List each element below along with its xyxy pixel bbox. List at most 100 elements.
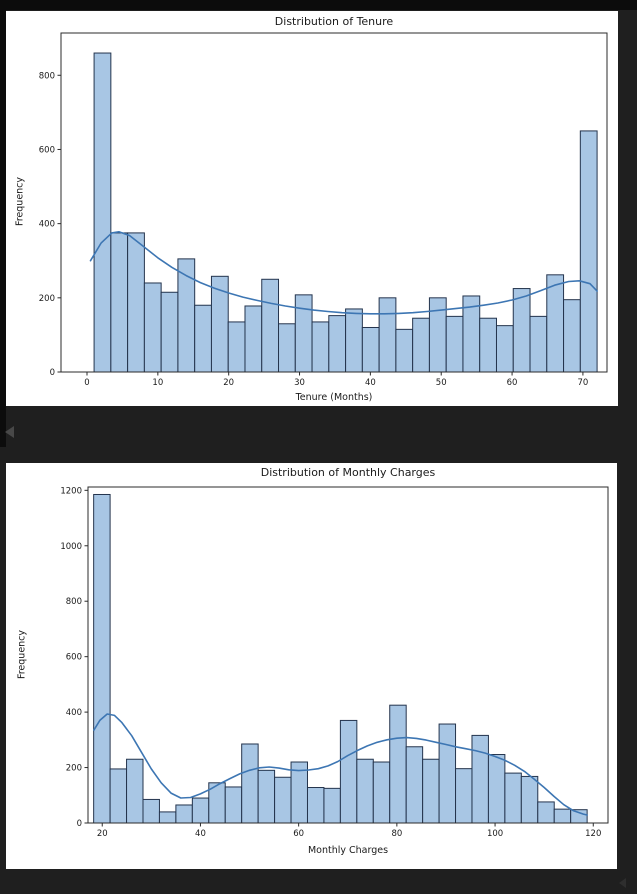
histogram-bar	[378, 297, 397, 373]
histogram-bar	[405, 746, 424, 824]
histogram-bar	[191, 797, 210, 824]
tenure-histogram-plot: 0 10 20 30 40 50 60 70 0 200 400 600 800	[39, 32, 608, 388]
histogram-bar	[570, 809, 588, 824]
y-tick-label: 200	[66, 764, 82, 774]
x-tick-label: 10	[152, 378, 163, 388]
histogram-bar	[395, 328, 414, 373]
histogram-bar	[274, 776, 292, 824]
histogram-bar	[278, 323, 296, 373]
y-tick-label: 200	[39, 294, 55, 304]
histogram-bar	[412, 317, 430, 373]
histogram-bar	[563, 299, 581, 373]
histogram-bar	[546, 274, 565, 373]
histogram-bar	[372, 761, 391, 824]
histogram-bar	[311, 321, 330, 373]
x-tick-label: 30	[294, 378, 305, 388]
histogram-bar	[241, 743, 259, 824]
y-axis-label: Frequency	[16, 629, 28, 680]
histogram-bar	[109, 768, 128, 824]
x-tick-label: 0	[84, 378, 89, 388]
histogram-bar	[93, 52, 112, 373]
histogram-bar	[389, 704, 407, 824]
y-axis-label: Frequency	[14, 176, 26, 227]
histogram-bar	[244, 305, 263, 373]
histogram-bar	[306, 787, 325, 824]
histogram-bar	[93, 493, 111, 824]
histogram-bar	[487, 754, 506, 824]
y-tick-label: 800	[66, 597, 82, 607]
histogram-bar	[512, 288, 531, 373]
top-edge-strip	[0, 0, 637, 10]
x-tick-label: 60	[507, 378, 518, 388]
histogram-bar	[579, 130, 598, 373]
x-tick-label: 70	[577, 378, 588, 388]
histogram-bar	[323, 787, 341, 824]
plot-border	[60, 32, 608, 373]
x-tick-label: 40	[195, 829, 206, 839]
histogram-bar	[529, 315, 548, 373]
x-tick-label: 80	[391, 829, 402, 839]
chart-title: Distribution of Monthly Charges	[260, 466, 436, 479]
histogram-bar	[227, 321, 246, 373]
plot-border	[87, 486, 609, 824]
histogram-bar	[224, 786, 243, 824]
kde-curve	[89, 231, 598, 315]
monthly-charges-histogram-figure: 20 40 60 80 100 120 0 200 400 600 800 1000 1200 Dist…	[6, 463, 617, 869]
y-tick-label: 1200	[60, 486, 82, 496]
histogram-bar	[504, 772, 522, 824]
histogram-bar	[479, 317, 497, 373]
x-tick-label: 120	[585, 829, 601, 839]
output-collapse-arrow-icon[interactable]	[5, 426, 14, 438]
histogram-bar	[328, 315, 347, 373]
y-tick-label: 1000	[60, 542, 82, 552]
histogram-bar	[126, 758, 144, 824]
kde-curve	[93, 713, 588, 816]
chart-title: Distribution of Tenure	[274, 15, 394, 28]
histogram-bar	[422, 758, 440, 824]
x-tick-label: 20	[223, 378, 234, 388]
x-tick-label: 40	[365, 378, 376, 388]
histogram-bar	[455, 768, 473, 824]
x-tick-label: 60	[293, 829, 304, 839]
tenure-histogram-figure: 0 10 20 30 40 50 60 70 0 200 400 600 800 Distributio…	[6, 11, 618, 406]
histogram-bar	[445, 315, 464, 373]
histogram-bar	[471, 734, 489, 824]
x-axis-label: Monthly Charges	[307, 845, 389, 856]
histogram-bar	[175, 804, 193, 824]
histogram-bar	[438, 723, 457, 824]
y-tick-label: 600	[39, 145, 55, 155]
y-tick-label: 800	[39, 71, 55, 81]
x-tick-label: 100	[487, 829, 503, 839]
histogram-bar	[428, 297, 447, 373]
histogram-bar	[339, 719, 358, 824]
histogram-bar	[356, 758, 374, 824]
histogram-bar	[553, 808, 572, 824]
histogram-bar	[520, 775, 539, 824]
x-tick-label: 50	[436, 378, 447, 388]
histogram-bar	[537, 801, 555, 824]
y-tick-label: 0	[77, 819, 82, 829]
histogram-bar	[143, 282, 162, 373]
y-tick-label: 0	[50, 368, 55, 378]
histogram-bar	[194, 304, 212, 373]
histogram-bar	[261, 278, 280, 373]
histogram-bar	[142, 798, 160, 824]
y-tick-label: 400	[39, 220, 55, 230]
histogram-bar	[127, 232, 145, 373]
histogram-bar	[495, 325, 514, 373]
y-tick-label: 400	[66, 708, 82, 718]
histogram-bar	[110, 232, 129, 373]
histogram-bar	[158, 811, 177, 824]
left-edge-strip	[0, 0, 6, 447]
histogram-bar	[160, 291, 179, 373]
histogram-bar	[294, 294, 313, 373]
histogram-bar	[345, 308, 363, 373]
x-axis-label: Tenure (Months)	[295, 392, 373, 403]
histogram-bar	[361, 326, 380, 373]
output-collapse-arrow-icon[interactable]	[619, 878, 626, 888]
histogram-bar	[257, 769, 276, 824]
y-tick-label: 600	[66, 653, 82, 663]
x-tick-label: 20	[97, 829, 108, 839]
